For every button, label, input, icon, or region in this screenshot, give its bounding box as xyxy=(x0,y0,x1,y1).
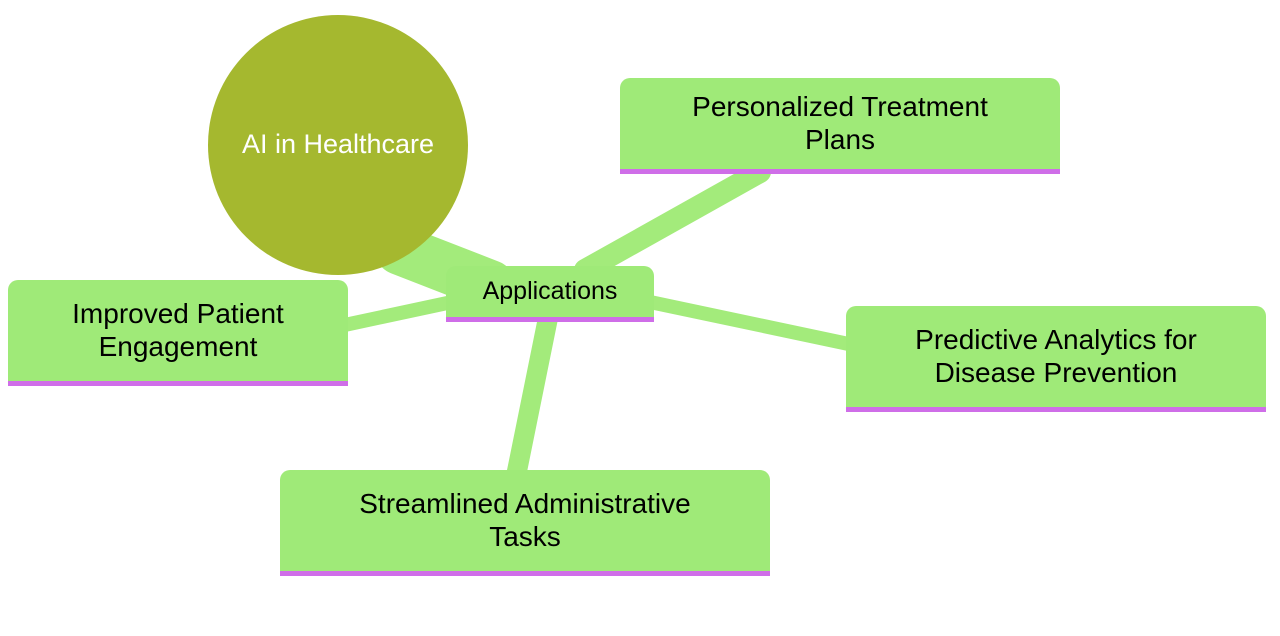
edge-hub-n3 xyxy=(516,318,548,476)
node-predictive-analytics: Predictive Analytics for Disease Prevent… xyxy=(846,306,1266,412)
node-improved-engagement: Improved Patient Engagement xyxy=(8,280,348,386)
edge-hub-n1 xyxy=(585,172,760,270)
node-hub: Applications xyxy=(446,266,654,322)
node-n2-label: Predictive Analytics for Disease Prevent… xyxy=(915,324,1197,388)
node-n4-label: Improved Patient Engagement xyxy=(72,298,284,362)
node-n3-label: Streamlined Administrative Tasks xyxy=(359,488,690,552)
edge-hub-n2 xyxy=(650,302,858,346)
edge-hub-n4 xyxy=(340,302,452,326)
node-root-label: AI in Healthcare xyxy=(242,129,434,160)
node-personalized-treatment: Personalized Treatment Plans xyxy=(620,78,1060,174)
diagram-canvas: AI in Healthcare Applications Personaliz… xyxy=(0,0,1280,636)
node-n1-label: Personalized Treatment Plans xyxy=(692,91,988,155)
node-root: AI in Healthcare xyxy=(208,15,468,275)
node-hub-label: Applications xyxy=(483,277,618,306)
node-streamlined-admin: Streamlined Administrative Tasks xyxy=(280,470,770,576)
